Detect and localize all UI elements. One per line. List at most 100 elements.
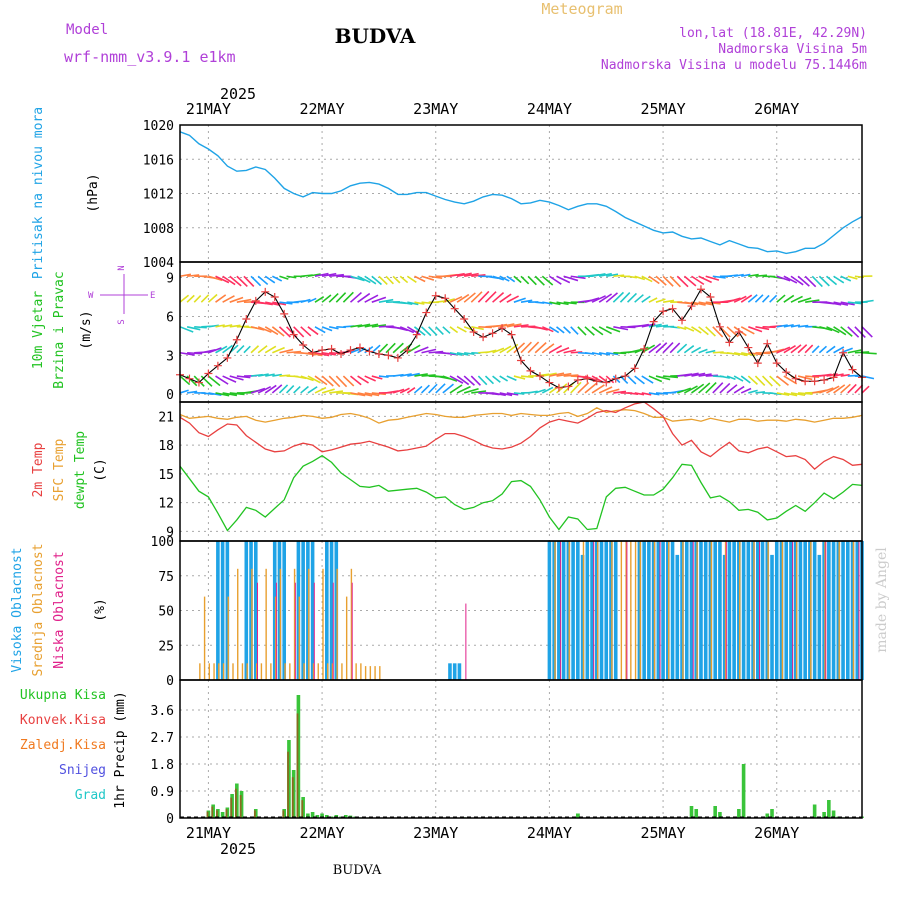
wind-barb: [563, 275, 579, 282]
wind-barb: [541, 343, 555, 354]
bottom-day-label: 22MAY: [300, 824, 345, 842]
low-cloud-bar: [560, 541, 562, 680]
mid-cloud-bar: [213, 663, 215, 680]
wind-barb: [215, 345, 228, 354]
wind-barb: [833, 384, 846, 394]
wind-barb: [783, 294, 795, 303]
wind-barb: [634, 346, 649, 354]
wind-gust-marker: [412, 330, 421, 339]
high-cloud-bar: [737, 541, 741, 680]
wind-barb: [300, 375, 314, 382]
high-cloud-bar: [277, 541, 282, 680]
wind-barb: [584, 297, 600, 303]
low-cloud-bar: [825, 541, 827, 680]
wind-barb: [449, 375, 464, 384]
wind-barb: [329, 326, 339, 330]
wind-barb: [520, 375, 534, 379]
wind-barb: [769, 294, 778, 303]
high-cloud-bar: [703, 541, 708, 680]
wind-barb: [655, 392, 668, 395]
precip-total-bar: [689, 806, 694, 818]
wind-gust-marker: [308, 348, 317, 357]
wind-barb: [662, 342, 674, 354]
high-cloud-bar: [841, 541, 845, 680]
wind-barb: [691, 383, 705, 394]
mid-cloud-bar: [270, 663, 272, 680]
wind-gust-marker: [848, 365, 857, 374]
wind-barb: [740, 326, 755, 335]
top-day-label: 21MAY: [186, 100, 231, 118]
wind-barb: [534, 275, 545, 286]
mid-cloud-bar: [696, 541, 698, 680]
wind-barb: [314, 375, 328, 386]
wind-barb: [414, 301, 425, 305]
t2m-ylabel: 2m Temp: [31, 442, 46, 497]
wind-barb: [371, 392, 386, 396]
low-cloud-bar: [294, 582, 296, 680]
high-cloud-bar: [552, 541, 556, 680]
y-tick-label: 3: [166, 349, 174, 364]
high-cloud-bar: [784, 541, 789, 680]
wind-barb: [463, 387, 479, 394]
wind-barb: [300, 385, 309, 394]
wind-barb: [677, 387, 692, 394]
mid-cloud-bar: [298, 596, 301, 680]
mid-cloud-bar: [568, 541, 570, 680]
wind-barb: [378, 343, 389, 354]
wind-barb: [271, 384, 283, 394]
wind-barb: [257, 326, 272, 334]
precip-conv-bar: [225, 809, 228, 818]
mid-cloud-bar: [203, 596, 206, 680]
wind-gust-marker: [403, 346, 412, 355]
low-cloud-bar: [626, 541, 628, 680]
mid-cloud-bar: [308, 568, 310, 680]
wind-barb: [243, 345, 251, 354]
dewpt-temp-line: [179, 454, 863, 532]
high-cloud-bar: [599, 541, 604, 680]
mid-cloud-bar: [630, 541, 632, 680]
wind-barb: [520, 299, 533, 303]
wind-barb: [364, 392, 380, 397]
high-cloud-bar: [253, 541, 258, 680]
high-cloud-bar: [680, 541, 684, 680]
wind-barb: [477, 290, 490, 303]
wind-barb: [698, 301, 714, 306]
wind-barb: [613, 274, 625, 278]
wind-gust-marker: [384, 351, 393, 360]
mid-cloud-bar: [379, 666, 381, 680]
precip-total-bar: [822, 812, 826, 818]
wind-gust-marker: [194, 378, 203, 387]
high-cloud-bar: [732, 541, 736, 680]
wind-barb: [776, 294, 786, 303]
wind-barb: [463, 292, 476, 303]
wind-barb: [329, 390, 344, 394]
wind-barb: [399, 275, 409, 284]
mid-cloud-bar: [246, 663, 248, 680]
wind-barb: [179, 273, 192, 278]
wind-barb: [683, 345, 695, 354]
wind-gust-marker: [725, 338, 734, 347]
wind-barb: [435, 383, 446, 394]
high-cloud-bar: [604, 541, 609, 680]
high-cloud-bar: [722, 554, 727, 680]
wind-barb: [236, 345, 245, 354]
wind-gust-marker: [678, 316, 687, 325]
wind-barb: [606, 388, 620, 394]
wind-barb: [321, 388, 335, 394]
wind-barb: [840, 301, 855, 306]
high-cloud-bar: [746, 541, 751, 680]
meteogram-title: Meteogram: [541, 0, 622, 18]
wind-barb: [285, 384, 295, 394]
wind-barb: [321, 326, 333, 332]
high-cloud-bar: [827, 541, 831, 680]
high-cloud-bar: [836, 541, 841, 680]
wind-barb: [499, 345, 512, 354]
high-cloud-bar: [547, 541, 552, 680]
high-cloud-bar: [272, 541, 277, 680]
wind-barb: [485, 349, 497, 354]
wind-barb: [186, 375, 198, 387]
wind-gust-marker: [355, 343, 364, 352]
precip-conv-bar: [230, 797, 233, 818]
precip-total-bar: [282, 809, 286, 818]
high-cloud-bar: [310, 541, 315, 680]
